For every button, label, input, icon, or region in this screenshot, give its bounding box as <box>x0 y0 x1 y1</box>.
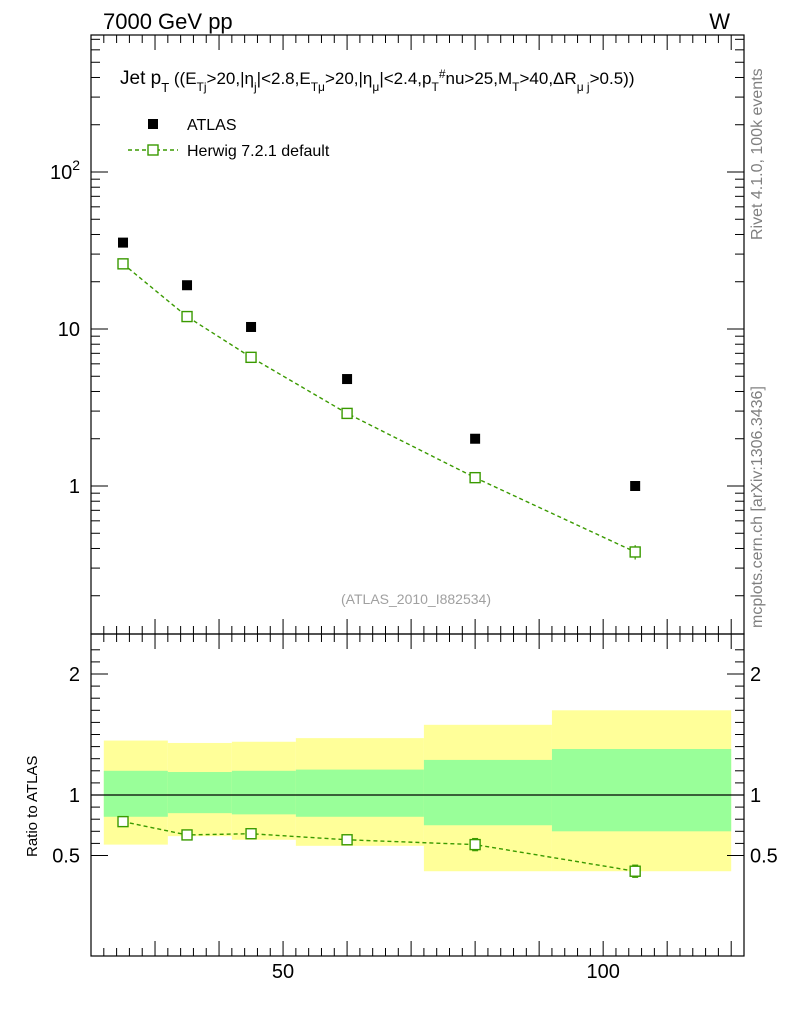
inner-band <box>231 770 296 815</box>
main-panel: 1 10 102 Jet pT ((ETj>20,|ηj|<2.8,ETμ>20,|… <box>50 34 745 635</box>
herwig-point <box>245 351 257 364</box>
mcplots-label: mcplots.cern.ch [arXiv:1306.3436] <box>749 386 766 628</box>
x-tick-label: 50 <box>272 961 294 983</box>
atlas-point <box>182 280 193 291</box>
ratio-y-axis-label: Ratio to ATLAS <box>24 756 41 857</box>
ratio-y-tick-label-right: 2 <box>750 664 761 686</box>
legend: ATLAS Herwig 7.2.1 default <box>128 117 330 160</box>
ratio-y-tick-label-right: 1 <box>750 785 761 807</box>
ratio-y-tick-label: 0.5 <box>52 846 80 868</box>
header-energy-label: 7000 GeV pp <box>103 9 233 34</box>
ratio-herwig-point <box>469 838 481 851</box>
atlas-point <box>342 374 353 385</box>
analysis-id-label: (ATLAS_2010_I882534) <box>341 591 491 607</box>
y-tick-label: 1 <box>69 476 80 498</box>
herwig-series <box>117 258 641 560</box>
plot-title: Jet pT ((ETj>20,|ηj|<2.8,ETμ>20,|ημ|<2.4… <box>120 67 635 95</box>
herwig-point <box>341 407 353 420</box>
inner-band <box>551 749 732 832</box>
rivet-version-label: Rivet 4.1.0, 100k events <box>749 68 766 240</box>
ratio-herwig-point <box>245 828 257 840</box>
legend-herwig-marker <box>147 144 159 156</box>
atlas-point <box>470 433 481 444</box>
ratio-y-tick-label: 2 <box>69 664 80 686</box>
legend-herwig-label: Herwig 7.2.1 default <box>187 143 330 160</box>
ratio-axis-ticks <box>90 634 744 956</box>
legend-atlas-marker <box>148 119 158 129</box>
atlas-point <box>630 481 641 491</box>
herwig-point <box>117 258 129 270</box>
ratio-herwig-point <box>117 815 129 828</box>
ratio-herwig-point <box>629 865 641 877</box>
ratio-y-tick-labels: 0.5 0.5 1 1 2 2 <box>52 664 778 868</box>
x-tick-label: 100 <box>586 961 619 983</box>
herwig-point <box>469 471 481 484</box>
y-tick-label: 10 <box>58 319 80 341</box>
ratio-herwig-point <box>341 834 353 846</box>
header-process-label: W <box>709 9 730 34</box>
inner-band <box>295 769 424 817</box>
ratio-uncertainty-bands <box>103 710 732 872</box>
herwig-line <box>122 263 636 553</box>
atlas-point <box>246 321 257 332</box>
y-tick-label: 102 <box>50 157 80 184</box>
ratio-herwig-series <box>117 815 641 878</box>
main-axis-ticks <box>90 35 744 634</box>
inner-band <box>167 772 232 814</box>
ratio-panel: 0.5 0.5 1 1 2 2 50 100 Ratio to ATLAS <box>24 633 778 983</box>
ratio-y-tick-label: 1 <box>69 785 80 807</box>
herwig-point <box>629 546 641 558</box>
ratio-herwig-point <box>181 829 193 841</box>
main-y-tick-labels: 1 10 102 <box>50 157 80 498</box>
atlas-point <box>118 237 129 248</box>
x-tick-labels: 50 100 <box>272 961 620 983</box>
legend-atlas-label: ATLAS <box>187 117 237 134</box>
herwig-point <box>181 310 193 323</box>
ratio-herwig-line <box>122 820 636 872</box>
inner-band <box>423 759 552 826</box>
atlas-series <box>118 237 641 491</box>
inner-band <box>103 770 168 817</box>
ratio-y-tick-label-right: 0.5 <box>750 846 778 868</box>
